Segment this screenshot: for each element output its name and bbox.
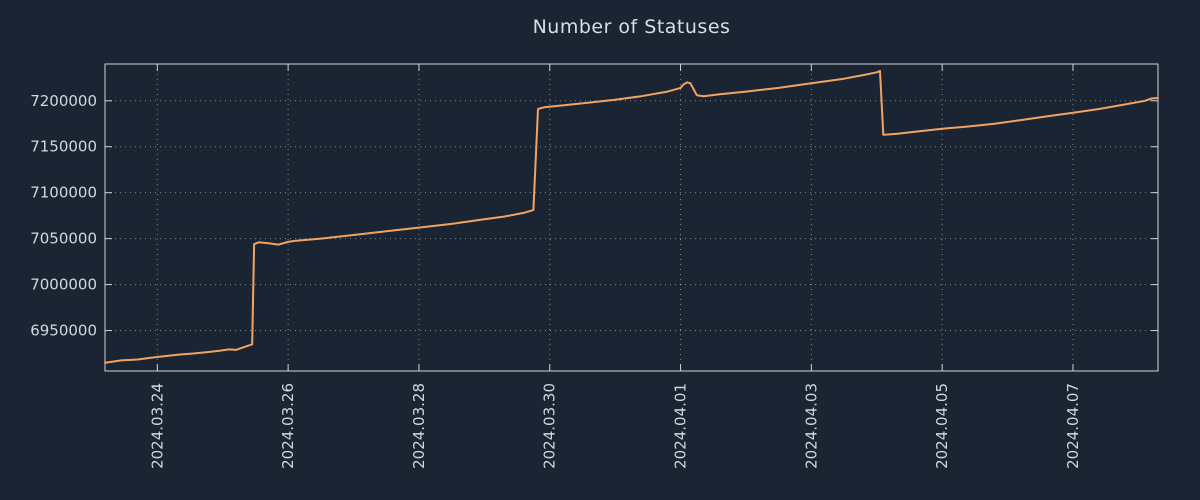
x-tick-label: 2024.04.05 <box>933 383 951 469</box>
y-tick-label: 6950000 <box>30 322 97 340</box>
y-tick-label: 7000000 <box>30 276 97 294</box>
y-tick-label: 7100000 <box>30 184 97 202</box>
x-tick-label: 2024.04.07 <box>1064 383 1082 469</box>
x-tick-label: 2024.04.03 <box>802 383 820 469</box>
x-tick-label: 2024.04.01 <box>672 383 690 469</box>
series-line <box>104 69 1159 364</box>
x-tick-label: 2024.03.26 <box>279 383 297 469</box>
x-tick-label: 2024.03.24 <box>148 383 166 469</box>
x-tick-label: 2024.03.28 <box>410 383 428 469</box>
x-axis-labels: 2024.03.24 2024.03.26 2024.03.28 2024.03.30… <box>148 383 1082 469</box>
chart-title: Number of Statuses <box>532 16 731 38</box>
y-axis-labels: 6950000 7000000 7050000 7100000 7150000 72000… <box>30 92 97 340</box>
y-tick-label: 7200000 <box>30 92 97 110</box>
y-tick-label: 7050000 <box>30 230 97 248</box>
x-tick-label: 2024.03.30 <box>541 383 559 469</box>
gridlines <box>105 64 1158 371</box>
plot-border <box>104 63 1159 372</box>
tick-marks <box>105 64 1158 371</box>
y-tick-label: 7150000 <box>30 138 97 156</box>
